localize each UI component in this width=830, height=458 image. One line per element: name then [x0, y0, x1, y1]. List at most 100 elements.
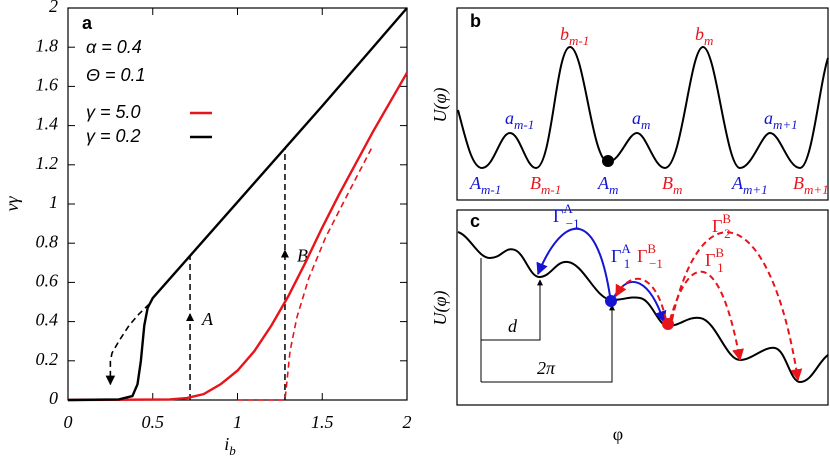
label-main: Γ: [712, 216, 722, 236]
label-sub: −1: [649, 256, 663, 271]
label-main: a: [505, 108, 514, 128]
legend-label: γ = 5.0: [86, 102, 141, 122]
label-sub: m: [641, 117, 650, 132]
panel-b-frame: [456, 7, 829, 201]
y-tick-label: 0.2: [36, 349, 59, 369]
potential-curve: [457, 45, 829, 170]
transition-arrow: [615, 277, 667, 321]
label-main: B: [530, 173, 541, 193]
label-sub: m+1: [773, 117, 798, 132]
y-tick-label: 1.6: [36, 75, 59, 95]
x-tick-label: 2: [403, 412, 412, 432]
label-sub: m-1: [541, 182, 561, 197]
label-main: b: [560, 24, 569, 44]
label-main: a: [764, 108, 773, 128]
y-tick-label: 1.4: [36, 114, 59, 134]
label: bm-1: [560, 24, 589, 48]
y-tick-label: 0.4: [36, 310, 59, 330]
label: Am-1: [469, 173, 501, 197]
label-sup: B: [647, 241, 656, 256]
label-sub: m+1: [743, 182, 768, 197]
annotation: Θ = 0.1: [86, 65, 146, 85]
label-sup: A: [563, 201, 573, 216]
period-label: 2π: [537, 358, 556, 378]
label-main: B: [662, 173, 673, 193]
label: Am: [597, 173, 618, 197]
label-sub: −1: [566, 216, 580, 231]
switch-arrow: [186, 312, 195, 321]
y-tick-label: 0.8: [36, 231, 59, 251]
panel-label: a: [82, 13, 93, 33]
x-tick-label: 1: [233, 412, 242, 432]
label: ΓB 2: [712, 211, 731, 241]
y-tick-label: 0: [49, 388, 58, 408]
label-sub: m: [673, 182, 682, 197]
marker-label: B: [297, 246, 308, 266]
label-main: A: [469, 173, 482, 193]
label-main: a: [632, 108, 641, 128]
label-sub: 2: [724, 226, 731, 241]
series-line: [67, 72, 409, 402]
x-label: φ: [613, 424, 623, 444]
label: am+1: [764, 108, 798, 132]
annotation: α = 0.4: [86, 37, 142, 57]
label-main: Γ: [553, 206, 563, 226]
label-sup: A: [621, 241, 631, 256]
label-main: i: [224, 434, 229, 454]
label-sub: m-1: [514, 117, 534, 132]
label: ΓA 1: [611, 241, 631, 271]
label: bm: [695, 24, 713, 48]
distance-label: d: [508, 316, 518, 336]
particle: [662, 318, 674, 330]
label: Am+1: [731, 173, 768, 197]
label: ΓB 1: [705, 245, 724, 275]
x-tick-label: 0.5: [142, 412, 165, 432]
label-main: B: [793, 173, 804, 193]
label-main: b: [695, 24, 704, 44]
marker-label: A: [201, 309, 214, 329]
label: am-1: [505, 108, 534, 132]
transition-arrow: [536, 227, 611, 297]
series-line: [237, 144, 374, 401]
label-main: Γ: [637, 246, 647, 266]
particle: [602, 155, 614, 167]
label-main: Γ: [611, 246, 621, 266]
y-tick-label: 2: [49, 0, 58, 16]
label-sub: b: [229, 443, 236, 458]
y-label: vγ: [2, 196, 22, 212]
y-tick-label: 1.2: [36, 153, 59, 173]
label-sub: 1: [624, 256, 631, 271]
label-main: A: [597, 173, 610, 193]
label-sup: B: [715, 245, 724, 260]
label-sub: m-1: [569, 33, 589, 48]
transition-arrow: [669, 270, 744, 362]
y-tick-label: 0.6: [36, 271, 59, 291]
label-sub: m-1: [481, 182, 501, 197]
panel-label: c: [470, 211, 480, 231]
label: am: [632, 108, 650, 132]
x-tick-label: 1.5: [311, 412, 334, 432]
switch-arrow: [280, 249, 289, 258]
label: Bm+1: [793, 173, 829, 197]
legend-label: γ = 0.2: [86, 126, 141, 146]
y-tick-label: 1.8: [36, 35, 59, 55]
label-sup: B: [722, 211, 731, 226]
label: ΓB −1: [637, 241, 663, 271]
label-sub: m: [704, 33, 713, 48]
panel-label: b: [470, 11, 481, 31]
label-sub: 1: [717, 260, 724, 275]
y-tick-label: 1: [49, 192, 58, 212]
series-line: [105, 303, 150, 386]
label: Bm-1: [530, 173, 561, 197]
label-sub: m+1: [804, 182, 829, 197]
label: ΓA −1: [553, 201, 580, 231]
x-tick-label: 0: [64, 412, 73, 432]
label-sub: m: [609, 182, 618, 197]
y-label: U(φ): [430, 88, 451, 123]
panel-c-frame: [456, 209, 829, 406]
particle: [605, 295, 617, 307]
label: Bm: [662, 173, 682, 197]
label-main: Γ: [705, 250, 715, 270]
label: ib: [224, 434, 236, 458]
